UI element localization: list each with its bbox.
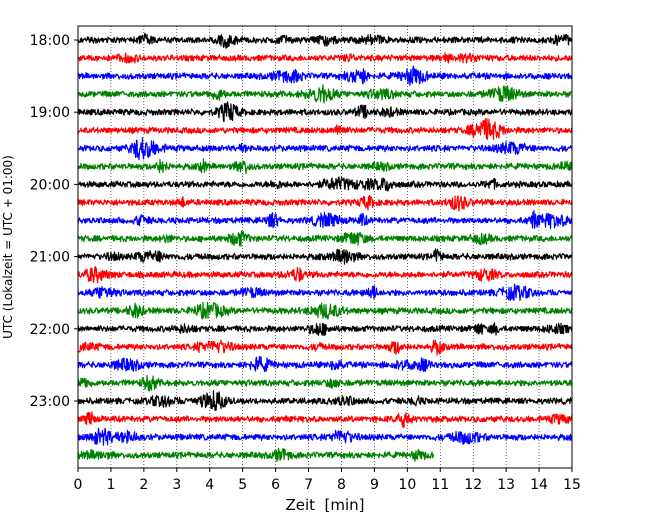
x-tick-label: 1 [106,477,115,493]
trace-row-2215 [77,339,573,356]
x-axis-ticks: 0 1 2 3 4 5 6 7 8 9 10 11 12 13 14 15 [74,468,581,493]
trace-row-1845 [77,84,573,104]
y-axis-ticks: 18:00 19:00 20:00 21:00 22:00 23:00 [30,33,78,410]
x-tick-label: 2 [139,477,148,493]
y-axis-title: UTC (Lokalzeit = UTC + 01:00) [1,155,15,339]
x-tick-label: 12 [464,477,482,493]
trace-row-1800 [77,32,573,49]
x-tick-label: 10 [398,477,416,493]
x-tick-label: 8 [337,477,346,493]
seismogram-traces [77,32,573,463]
trace-row-2000 [77,176,573,192]
trace-row-2300 [77,390,573,411]
trace-row-2345 [77,447,435,463]
y-tick-label: 21:00 [30,250,70,266]
trace-row-2015 [77,194,573,212]
y-tick-label: 18:00 [30,33,70,49]
trace-row-1815 [77,52,573,64]
x-tick-label: 0 [74,477,83,493]
x-tick-label: 7 [304,477,313,493]
x-tick-label: 3 [172,477,181,493]
trace-row-2330 [77,427,573,446]
trace-row-2230 [77,356,573,372]
trace-row-1915 [77,118,573,141]
plot-frame [77,25,573,469]
y-tick-label: 20:00 [30,177,70,193]
x-tick-label: 15 [563,477,581,493]
x-tick-label: 13 [497,477,515,493]
x-tick-label: 6 [271,477,280,493]
trace-row-2100 [77,248,573,265]
trace-row-2145 [77,301,573,320]
trace-row-2030 [77,210,573,230]
trace-row-2245 [77,374,573,392]
y-tick-label: 23:00 [30,394,70,410]
trace-row-1900 [77,101,573,123]
x-tick-label: 9 [370,477,379,493]
trace-row-1830 [77,65,573,86]
x-axis-title: Zeit [min] [285,496,364,514]
x-tick-label: 14 [530,477,548,493]
trace-row-2200 [77,322,573,336]
trace-row-2045 [77,230,573,247]
y-tick-label: 22:00 [30,322,70,338]
trace-row-1945 [77,158,573,175]
x-tick-label: 11 [431,477,449,493]
trace-row-2315 [77,411,573,429]
trace-row-2115 [77,266,573,284]
y-tick-label: 19:00 [30,105,70,121]
trace-row-1930 [77,137,573,161]
x-tick-label: 4 [205,477,214,493]
x-tick-label: 5 [238,477,247,493]
trace-row-2130 [77,283,573,301]
